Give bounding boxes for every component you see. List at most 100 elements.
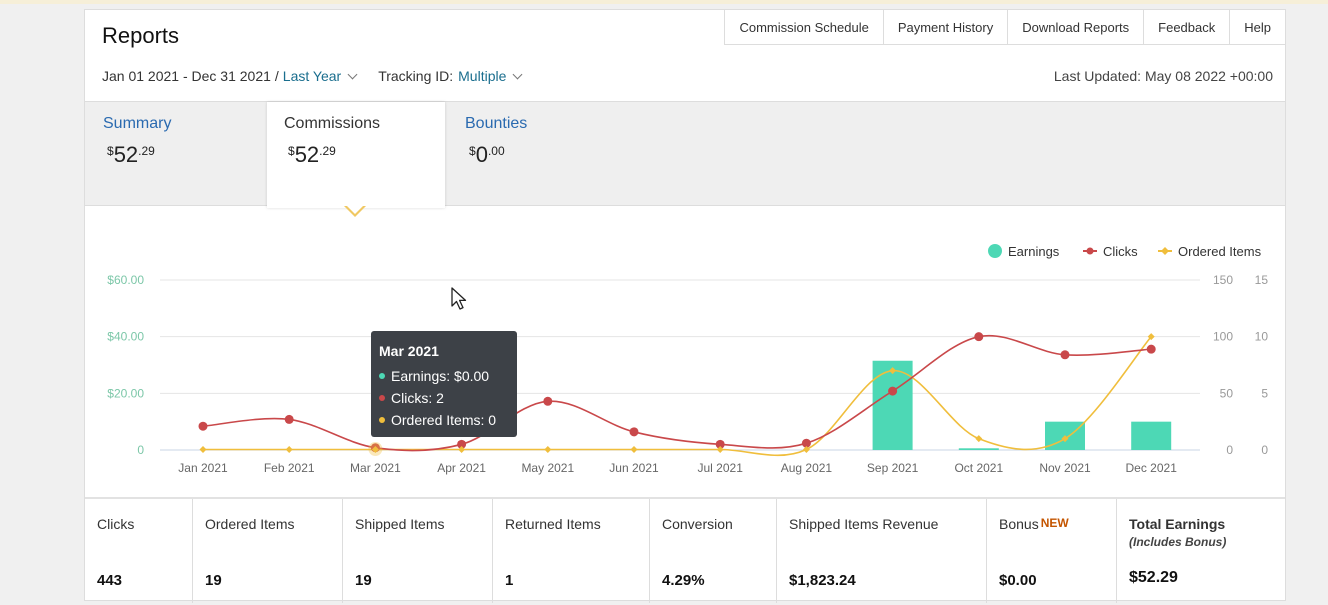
clicks-point — [457, 439, 467, 449]
left-axis-tick: 0 — [137, 443, 144, 457]
total-earnings-sublabel: (Includes Bonus) — [1129, 535, 1227, 549]
clicks-point — [888, 386, 898, 396]
right-axis-tick: 0 — [1261, 443, 1268, 457]
ordered-items-point — [630, 446, 638, 453]
clicks-point — [629, 427, 639, 437]
tooltip-title: Mar 2021 — [379, 343, 439, 359]
clicks-point — [801, 438, 811, 448]
legend-clicks-icon — [1086, 247, 1094, 255]
tracking-id-dropdown[interactable]: Multiple — [458, 68, 507, 84]
right-axis-tick: 15 — [1255, 273, 1269, 287]
tooltip-ordered: Ordered Items: 0 — [379, 409, 517, 431]
ordered-items-point — [199, 446, 207, 453]
tab-commissions[interactable]: Commissions $52.29 — [267, 102, 445, 208]
tooltip-earnings: Earnings: $0.00 — [379, 365, 517, 387]
tracking-label: Tracking ID: — [378, 68, 454, 84]
x-axis-tick: Nov 2021 — [1039, 461, 1091, 475]
legend-label: Clicks — [1103, 244, 1138, 259]
x-axis-tick: Jul 2021 — [698, 461, 744, 475]
ordered-items-point — [285, 446, 293, 453]
tooltip-clicks: Clicks: 2 — [379, 387, 517, 409]
earnings-bar — [1131, 421, 1172, 450]
left-axis-tick: $40.00 — [107, 330, 144, 344]
tab-summary[interactable]: Summary $52.29 — [103, 102, 253, 205]
clicks-dot-icon — [379, 395, 385, 401]
earnings-bar — [958, 448, 999, 450]
highlight-point — [368, 442, 383, 456]
ordered-dot-icon — [379, 417, 385, 423]
earnings-chart: 0 0 0 $20.00 50 5 $40.00 100 10 $60.00 150 15 Jan 20… — [107, 244, 1269, 475]
chevron-down-icon[interactable] — [512, 69, 523, 79]
ordered-items-line — [203, 336, 1152, 457]
legend-earnings-icon — [988, 244, 1002, 258]
stat-returned-items: Returned Items 1 — [493, 499, 650, 603]
stat-conversion: Conversion 4.29% — [650, 499, 777, 603]
left-axis-tick: $60.00 — [107, 273, 144, 287]
clicks-point — [1060, 350, 1070, 360]
date-separator: / — [274, 68, 279, 84]
x-axis-tick: Dec 2021 — [1126, 461, 1178, 475]
reports-panel: Reports Commission Schedule Payment Hist… — [84, 9, 1286, 603]
ordered-items-point — [1061, 435, 1069, 443]
clicks-point — [1146, 344, 1156, 354]
chevron-down-icon[interactable] — [347, 69, 358, 79]
bounties-amount: $0.00 — [469, 142, 505, 167]
x-axis-tick: Jan 2021 — [178, 461, 228, 475]
active-tab-pointer — [344, 205, 366, 217]
x-axis-tick: Aug 2021 — [781, 461, 833, 475]
stat-shipped-items: Shipped Items 19 — [343, 499, 493, 603]
mouse-cursor-icon — [451, 287, 467, 310]
legend-label: Ordered Items — [1178, 244, 1262, 259]
x-axis-tick: Jun 2021 — [609, 461, 659, 475]
right-axis-tick: 0 — [1226, 443, 1233, 457]
stat-bonus: Bonus NEW $0.00 — [987, 499, 1117, 603]
page-title: Reports — [102, 23, 180, 48]
legend-ordered-icon — [1161, 247, 1169, 255]
ordered-items-point — [716, 446, 724, 453]
nav-commission-schedule[interactable]: Commission Schedule — [724, 10, 883, 45]
ordered-items-point — [889, 367, 897, 375]
x-axis-tick: Feb 2021 — [264, 461, 315, 475]
x-axis-tick: May 2021 — [521, 461, 574, 475]
chart-tooltip: Mar 2021 Earnings: $0.00 Clicks: 2 Order… — [371, 331, 517, 437]
right-axis-tick: 50 — [1220, 386, 1234, 400]
x-axis-tick: Mar 2021 — [350, 461, 401, 475]
clicks-point — [284, 414, 294, 424]
clicks-point — [974, 332, 984, 342]
x-axis-tick: Oct 2021 — [954, 461, 1003, 475]
clicks-point — [198, 421, 208, 431]
right-axis-tick: 100 — [1213, 330, 1233, 344]
ordered-items-point — [1147, 333, 1155, 341]
ordered-items-point — [802, 446, 810, 453]
date-preset-dropdown[interactable]: Last Year — [282, 68, 342, 84]
ordered-items-point — [371, 446, 379, 453]
tab-commissions-label: Commissions — [284, 115, 381, 132]
clicks-point — [543, 396, 553, 406]
summary-tabs: Summary $52.29 Commissions $52.29 Bounti… — [85, 101, 1285, 208]
report-nav: Commission Schedule Payment History Down… — [724, 10, 1285, 45]
earnings-dot-icon — [379, 373, 385, 379]
filter-bar: Jan 01 2021 - Dec 31 2021 / Last Year Tr… — [102, 68, 529, 84]
x-axis-tick: Apr 2021 — [437, 461, 486, 475]
top-accent-line — [0, 0, 1328, 4]
left-axis-tick: $20.00 — [107, 386, 144, 400]
summary-amount: $52.29 — [107, 142, 155, 167]
x-axis-tick: Sep 2021 — [867, 461, 919, 475]
nav-download-reports[interactable]: Download Reports — [1007, 10, 1144, 45]
right-axis-tick: 10 — [1255, 330, 1269, 344]
right-axis-tick: 5 — [1261, 386, 1268, 400]
nav-payment-history[interactable]: Payment History — [882, 10, 1008, 45]
tab-bounties[interactable]: Bounties $0.00 — [465, 102, 615, 205]
stat-shipped-revenue: Shipped Items Revenue $1,823.24 — [777, 499, 987, 603]
nav-help[interactable]: Help — [1229, 10, 1285, 45]
stat-ordered-items: Ordered Items 19 — [193, 499, 343, 603]
clicks-point — [715, 439, 725, 449]
stats-row: Clicks 443 Ordered Items 19 Shipped Item… — [85, 497, 1285, 603]
nav-feedback[interactable]: Feedback — [1143, 10, 1230, 45]
ordered-items-point — [975, 435, 983, 443]
ordered-items-point — [544, 446, 552, 453]
tab-summary-label: Summary — [103, 115, 172, 132]
legend-label: Earnings — [1008, 244, 1060, 259]
date-range: Jan 01 2021 - Dec 31 2021 — [102, 68, 271, 84]
stat-total-earnings: Total Earnings (Includes Bonus) $52.29 — [1117, 499, 1283, 603]
